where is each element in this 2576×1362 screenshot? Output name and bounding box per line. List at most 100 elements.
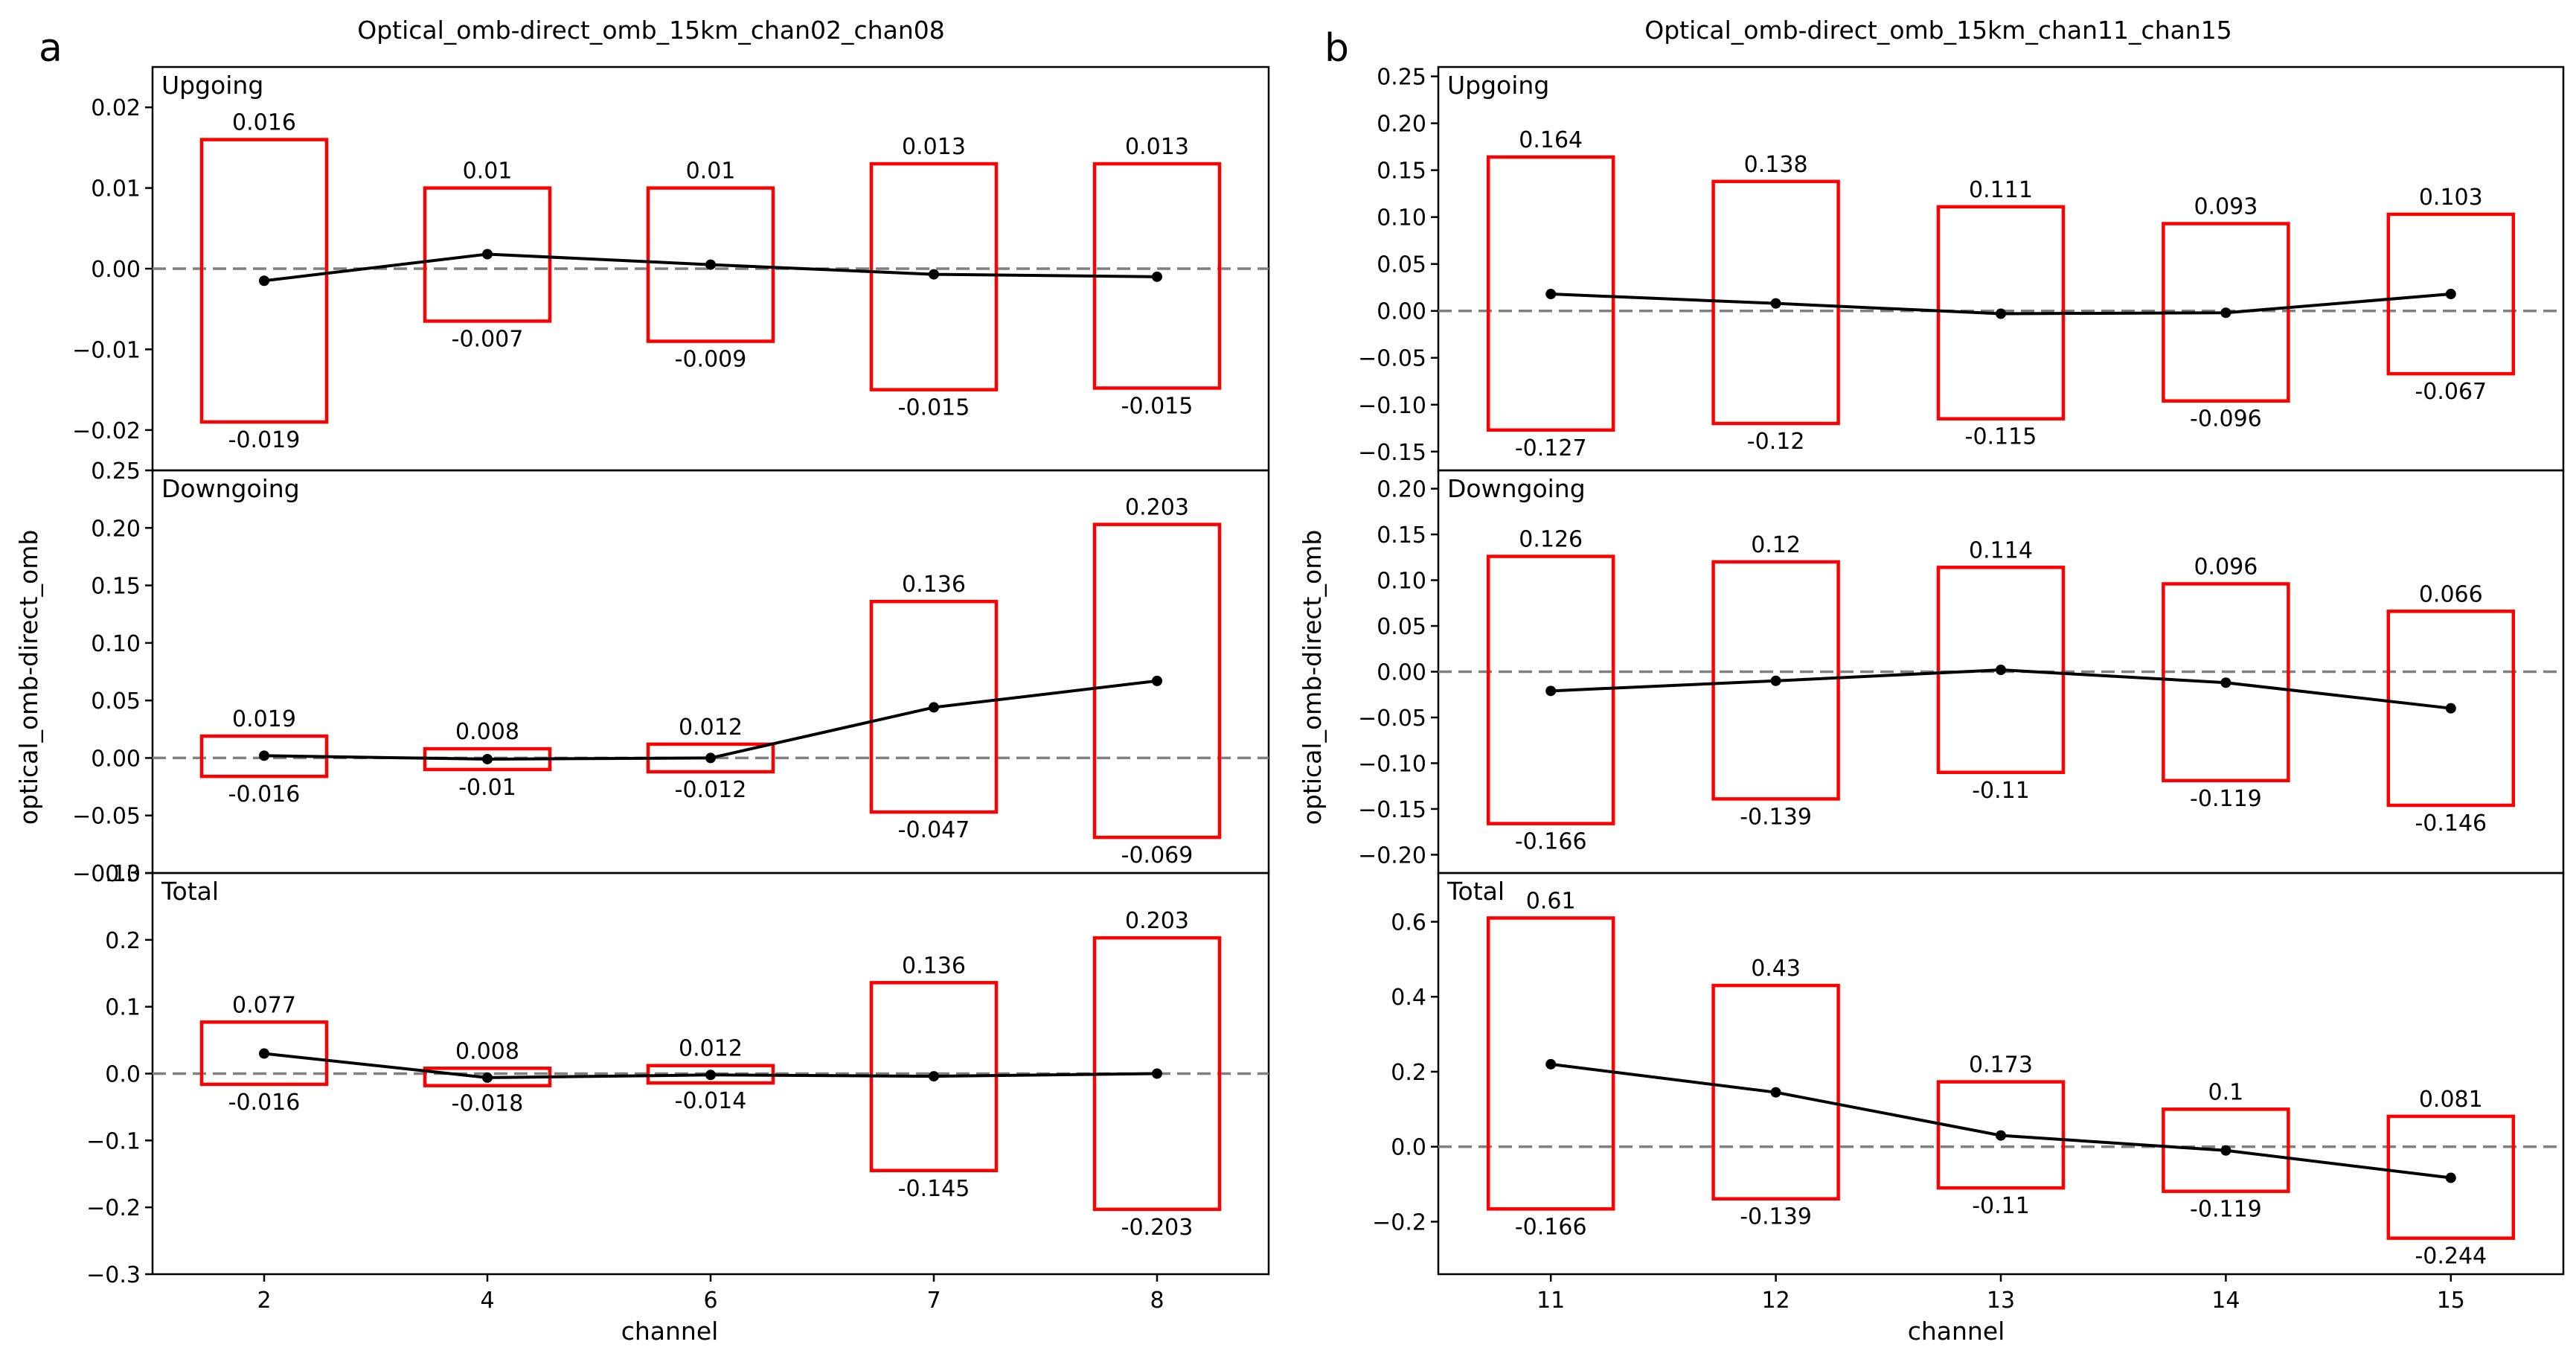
panel-a-downgoing-subplot: −0.10 −0.05 0.00 0.05 0.10 0.15 0.20 0.25 0.019 -… xyxy=(72,458,1270,887)
panel-a-total-ytick-label: 0.1 xyxy=(105,995,141,1021)
panel-b-downgoing-ytick-label: 0.15 xyxy=(1377,522,1426,549)
panel-a-upgoing-subplot: −0.02 −0.01 0.00 0.01 0.02 0.016 -0.019 0.01 -0.… xyxy=(72,65,1270,472)
panel-a-downgoing-max-label: 0.012 xyxy=(679,714,743,741)
panel-a-downgoing-max-label: 0.136 xyxy=(902,572,966,598)
panel-b-total-max-label: 0.081 xyxy=(2419,1087,2483,1113)
panel-a-downgoing-ytick-label: 0.25 xyxy=(91,458,141,485)
panel-a-downgoing-min-label: -0.069 xyxy=(1121,843,1194,869)
panel-b-downgoing-max-label: 0.126 xyxy=(1519,527,1583,553)
panel-b-upgoing-ytick-label: 0.15 xyxy=(1377,159,1426,185)
panel-b-downgoing-range-box xyxy=(2162,582,2290,783)
panel-b-ylabel: optical_omb-direct_omb xyxy=(1298,530,1327,825)
panel-a-xlabel: channel xyxy=(621,1317,719,1346)
panel-b-total-ytick-label: 0.4 xyxy=(1391,985,1426,1011)
panel-b-total-max-label: 0.173 xyxy=(1969,1052,2033,1078)
panel-a-upgoing-mean-point xyxy=(705,259,716,270)
panel-a-upgoing-max-label: 0.01 xyxy=(463,159,513,185)
panel-b-upgoing-label: Upgoing xyxy=(1447,71,1549,100)
panel-b-total-min-label: -0.166 xyxy=(1515,1214,1587,1240)
panel-b-upgoing-subplot: −0.15 −0.10 −0.05 0.00 0.05 0.10 0.15 0.20 0.25 0… xyxy=(1358,65,2565,472)
panel-b-upgoing-ytick-label: 0.00 xyxy=(1377,299,1426,325)
panel-a-downgoing-max-label: 0.203 xyxy=(1125,495,1189,521)
panel-a-total-mean-point xyxy=(259,1048,269,1059)
panel-b-total-ytick-label: 0.6 xyxy=(1391,909,1426,936)
panel-b-downgoing-ytick-label: −0.15 xyxy=(1358,797,1426,823)
panel-b-xtick-label: 11 xyxy=(1537,1288,1565,1314)
panel-b-total-range-box xyxy=(1486,916,1615,1211)
panel-b-upgoing-min-label: -0.067 xyxy=(2415,379,2487,405)
panel-a-downgoing-ytick-label: −0.10 xyxy=(72,861,141,887)
panel-a-upgoing-min-label: -0.015 xyxy=(1121,393,1194,419)
panel-a-total-max-label: 0.008 xyxy=(455,1038,519,1064)
panel-b-downgoing-ytick-label: −0.20 xyxy=(1358,843,1426,869)
panel-b-downgoing-mean-point xyxy=(1545,685,1557,697)
panel-a-total-mean-point xyxy=(705,1070,716,1081)
panel-a-upgoing-ytick-label: −0.02 xyxy=(72,418,141,444)
panel-a-title: Optical_omb-direct_omb_15km_chan02_chan0… xyxy=(357,16,945,45)
panel-a-upgoing-range-box xyxy=(646,186,775,343)
panel-a-upgoing-mean-point xyxy=(1152,271,1162,282)
panel-a-downgoing-mean-point xyxy=(259,750,269,761)
panel-b-downgoing-ytick-label: 0.10 xyxy=(1377,569,1426,595)
panel-b-upgoing-mean-point xyxy=(1545,289,1557,300)
panel-a-downgoing-ytick-label: 0.00 xyxy=(91,746,141,772)
panel-b-upgoing-max-label: 0.111 xyxy=(1969,177,2033,203)
panel-b-downgoing-min-label: -0.119 xyxy=(2190,786,2262,812)
panel-a-ylabel: optical_omb-direct_omb xyxy=(14,530,43,825)
panel-a-xtick-label: 4 xyxy=(480,1288,494,1314)
panel-b-total-mean-point xyxy=(1996,1130,2006,1141)
panel-b-downgoing-label: Downgoing xyxy=(1447,474,1586,503)
panel-b-downgoing-mean-point xyxy=(1996,665,2006,676)
panel-a-upgoing-ytick-label: −0.01 xyxy=(72,337,141,363)
panel-a-downgoing-max-label: 0.008 xyxy=(455,719,519,745)
panel-b-upgoing-mean-point xyxy=(2220,307,2231,319)
panel-b-total-range-box xyxy=(1711,983,1840,1200)
panel-a-xtick-label: 7 xyxy=(926,1288,941,1314)
panel-b-upgoing-min-label: -0.115 xyxy=(1965,424,2037,450)
panel-a-upgoing-max-label: 0.013 xyxy=(1125,134,1189,160)
panel-b-upgoing-min-label: -0.12 xyxy=(1747,429,1805,455)
panel-a-upgoing-mean-point xyxy=(929,269,939,280)
panel-b-total-max-label: 0.1 xyxy=(2208,1079,2244,1105)
panel-b-downgoing-ytick-label: 0.05 xyxy=(1377,614,1426,640)
panel-a-total-max-label: 0.136 xyxy=(902,953,966,979)
panel-b-total-min-label: -0.11 xyxy=(1972,1193,2030,1219)
panel-b-total-ytick-label: 0.0 xyxy=(1391,1135,1426,1161)
panel-b-upgoing-ytick-label: −0.10 xyxy=(1358,393,1426,419)
panel-b-total-range-box xyxy=(2162,1107,2290,1193)
panel-b-xlabel: channel xyxy=(1908,1317,2005,1346)
panel-a-downgoing-ytick-label: 0.20 xyxy=(91,516,141,542)
panel-b-upgoing-ytick-label: 0.25 xyxy=(1377,65,1426,91)
panel-b-upgoing-ytick-label: −0.15 xyxy=(1358,440,1426,466)
panel-a-upgoing-min-label: -0.019 xyxy=(228,427,301,453)
panel-a-upgoing-mean-point xyxy=(259,275,269,287)
panel-a-plots: −0.02−0.010.000.010.020.016-0.0190.01-0.… xyxy=(72,65,1270,1314)
panel-a-total-max-label: 0.077 xyxy=(232,992,296,1018)
panel-a-downgoing-ytick-label: 0.15 xyxy=(91,574,141,600)
panel-b-xtick-label: 15 xyxy=(2437,1288,2465,1314)
panel-b-upgoing-max-label: 0.164 xyxy=(1519,127,1583,153)
panel-a-downgoing-mean-point xyxy=(1152,675,1162,686)
panel-b-total-mean-point xyxy=(1770,1087,1781,1098)
panel-a-total-min-label: -0.203 xyxy=(1121,1215,1194,1241)
panel-b-total-mean-point xyxy=(2445,1172,2456,1183)
panel-b-downgoing-min-label: -0.139 xyxy=(1740,804,1812,830)
panel-b-upgoing-mean-point xyxy=(2445,289,2456,300)
panel-a-total-ytick-label: −0.1 xyxy=(86,1128,141,1154)
panel-b-upgoing-mean-point xyxy=(1770,298,1781,309)
panel-b-upgoing-ytick-label: 0.05 xyxy=(1377,252,1426,278)
panel-b-total-ytick-label: −0.2 xyxy=(1372,1209,1426,1235)
panel-b-downgoing-min-label: -0.166 xyxy=(1515,829,1587,855)
panel-b-downgoing-mean-point xyxy=(1770,675,1781,686)
panel-b-upgoing-max-label: 0.138 xyxy=(1744,152,1808,178)
panel-b-downgoing-ytick-label: −0.10 xyxy=(1358,751,1426,777)
panel-a-upgoing-min-label: -0.015 xyxy=(898,395,970,421)
panel-b-total-ytick-label: 0.2 xyxy=(1391,1060,1426,1086)
panel-a-downgoing-ytick-label: 0.05 xyxy=(91,688,141,714)
panel-b-upgoing-range-box xyxy=(1486,155,1615,432)
panel-a-total-ytick-label: 0.3 xyxy=(105,861,141,887)
panel-a-upgoing-min-label: -0.009 xyxy=(675,347,747,373)
panel-b-total-min-label: -0.244 xyxy=(2415,1244,2487,1270)
panel-b-downgoing-max-label: 0.114 xyxy=(1969,537,2033,563)
